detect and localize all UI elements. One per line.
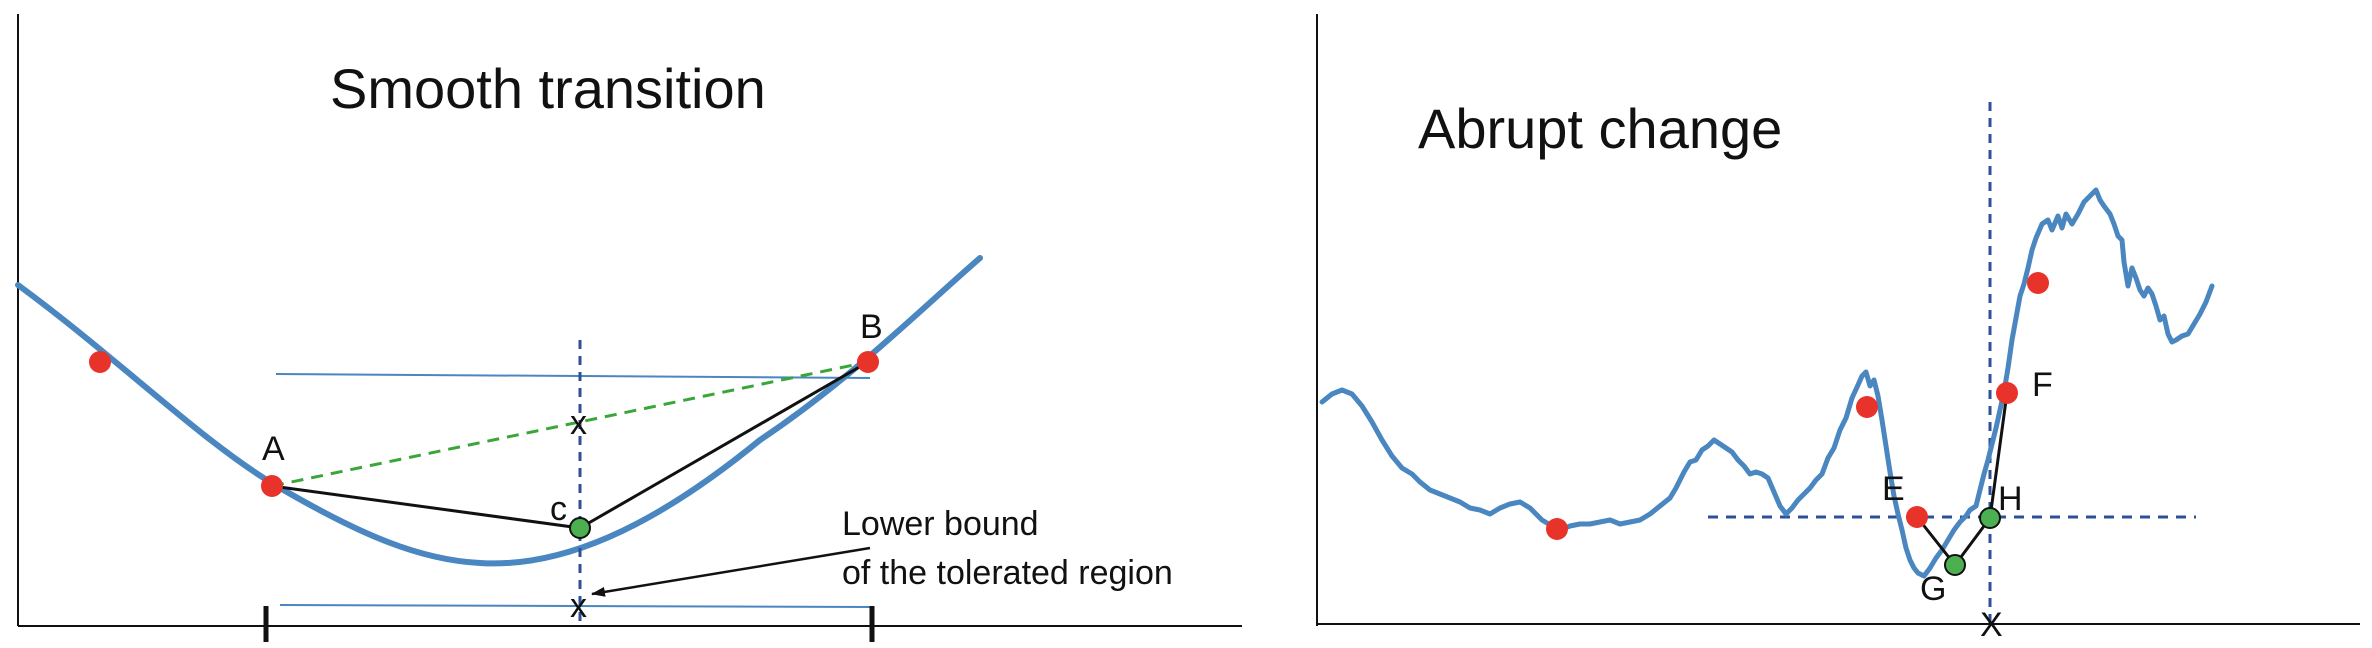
annotation-line-2: of the tolerated region: [842, 554, 1173, 592]
label-g: G: [1920, 570, 1946, 608]
label-h: H: [1998, 480, 2023, 518]
smooth-curve: [15, 255, 983, 567]
point-e: [1906, 506, 1928, 528]
point-b: [857, 351, 879, 373]
label-e: E: [1882, 470, 1905, 508]
lower-bound-line: [279, 604, 871, 608]
annotation-arrow: [591, 546, 871, 597]
right-panel-title: Abrupt change: [1418, 97, 1782, 160]
segment-h-f: [1988, 392, 2009, 519]
point-c: [569, 517, 591, 539]
point-h: [1979, 507, 2001, 529]
annotation-line-1: Lower bound: [842, 505, 1039, 543]
label-f: F: [2032, 366, 2053, 404]
segment-a-c: [271, 484, 581, 530]
red-point-2: [1856, 396, 1878, 418]
chord-a-b-dashed: [271, 360, 869, 488]
red-point-3: [2027, 272, 2049, 294]
label-x-right: X: [1980, 606, 2003, 644]
red-point-left: [89, 351, 111, 373]
label-x-mid: x: [570, 404, 587, 442]
red-point-1: [1546, 518, 1568, 540]
label-x-low: x: [570, 587, 587, 625]
label-b: B: [860, 308, 883, 346]
point-a: [261, 475, 283, 497]
point-g: [1944, 554, 1966, 576]
segment-c-b: [579, 360, 869, 530]
label-a: A: [262, 430, 285, 468]
right-panel: Abrupt change E F G H X: [1316, 14, 2360, 644]
label-c: c: [550, 490, 567, 528]
point-f: [1996, 382, 2018, 404]
left-panel-title: Smooth transition: [330, 57, 766, 120]
upper-bound-line: [275, 373, 871, 379]
left-panel: Smooth transition A B c x x Lower bound …: [15, 14, 1242, 642]
